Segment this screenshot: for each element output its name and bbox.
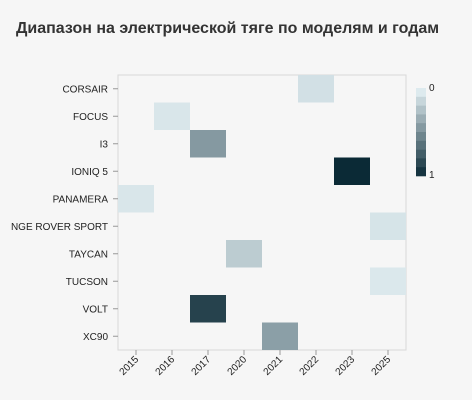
x-axis-labels: 2015 2016 2017 2020 2021 2022 2023 2025 bbox=[118, 350, 394, 378]
y-tick-label: PANAMERA bbox=[53, 194, 109, 205]
y-axis-labels: CORSAIR FOCUS I3 IONIQ 5 PANAMERA NGE ROVER S… bbox=[11, 84, 118, 343]
x-tick-label: 2015 bbox=[118, 354, 142, 378]
y-tick-label: FOCUS bbox=[73, 112, 108, 123]
y-tick-label: TAYCAN bbox=[69, 249, 108, 260]
x-tick-label: 2017 bbox=[190, 354, 214, 378]
legend-swatch bbox=[416, 96, 426, 106]
color-legend: 01 bbox=[416, 83, 435, 181]
heatmap-cells bbox=[118, 75, 406, 350]
y-tick-label: NGE ROVER SPORT bbox=[11, 222, 108, 233]
x-tick-label: 2021 bbox=[262, 354, 286, 378]
x-tick-label: 2020 bbox=[226, 354, 250, 378]
y-tick-label: I3 bbox=[100, 139, 109, 150]
heatmap-cell bbox=[154, 102, 190, 130]
x-tick-label: 2016 bbox=[154, 354, 178, 378]
legend-swatch bbox=[416, 123, 426, 133]
heatmap-cell bbox=[262, 322, 298, 350]
x-tick-label: 2022 bbox=[298, 354, 322, 378]
legend-swatch bbox=[416, 88, 426, 98]
legend-swatch bbox=[416, 149, 426, 159]
heatmap-cell bbox=[190, 130, 226, 158]
x-tick-label: 2023 bbox=[334, 354, 358, 378]
chart-title: Диапазон на электрической тяге по моделя… bbox=[16, 20, 440, 37]
heatmap-cell bbox=[190, 295, 226, 323]
heatmap-cell bbox=[226, 240, 262, 268]
heatmap-cell bbox=[334, 157, 370, 185]
y-tick-label: XC90 bbox=[83, 332, 108, 343]
y-tick-label: TUCSON bbox=[66, 277, 108, 288]
y-tick-label: VOLT bbox=[83, 304, 108, 315]
legend-swatch bbox=[416, 105, 426, 115]
y-tick-label: CORSAIR bbox=[62, 84, 108, 95]
legend-max-label: 1 bbox=[429, 170, 435, 181]
x-tick-label: 2025 bbox=[370, 354, 394, 378]
heatmap-cell bbox=[118, 185, 154, 213]
legend-swatch bbox=[416, 167, 426, 177]
heatmap-cell bbox=[370, 267, 406, 295]
heatmap-cell bbox=[370, 212, 406, 240]
legend-min-label: 0 bbox=[429, 83, 435, 94]
y-tick-label: IONIQ 5 bbox=[71, 167, 108, 178]
legend-swatch bbox=[416, 158, 426, 168]
legend-swatch bbox=[416, 140, 426, 150]
legend-swatch bbox=[416, 132, 426, 142]
legend-swatch bbox=[416, 114, 426, 124]
heatmap-cell bbox=[298, 75, 334, 103]
